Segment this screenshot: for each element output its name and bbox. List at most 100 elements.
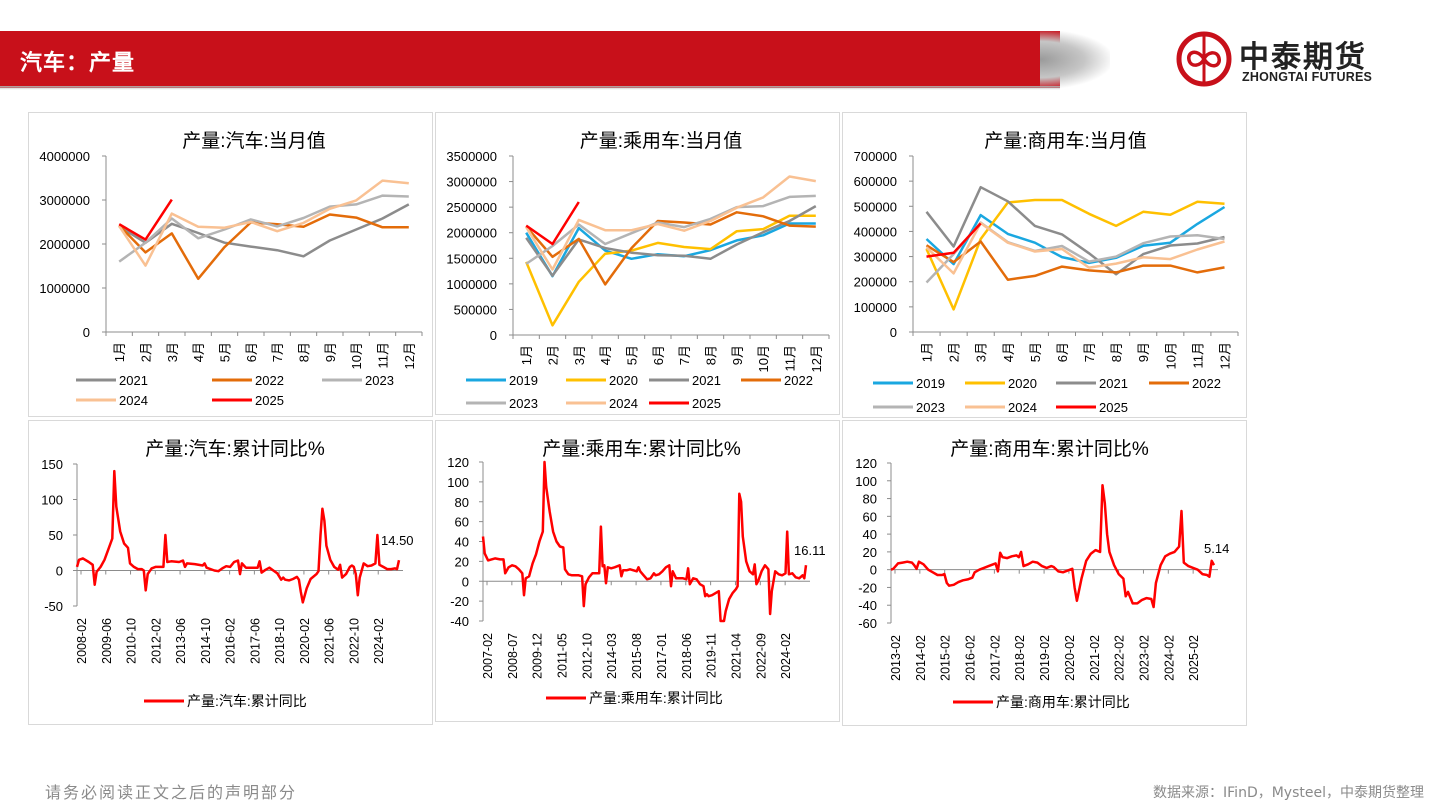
x-tick-label: 2017-06	[248, 618, 262, 664]
chart-panel-auto-yoy: 产量:汽车:累计同比% -50 0 50 100 150 2008-02 2009-06 201…	[28, 420, 433, 725]
x-tick-label: 3月	[974, 342, 989, 362]
last-value-label: 5.14	[1204, 541, 1229, 556]
y-tick-label: -20	[858, 580, 877, 595]
x-tick-label: 2014-10	[199, 618, 213, 664]
chart-title: 产量:商用车:当月值	[984, 130, 1147, 152]
y-tick-label: -40	[858, 598, 877, 613]
x-tick-label: 2022-02	[1113, 635, 1127, 681]
x-tick-label: 2009-12	[531, 633, 545, 679]
y-tick-label: 0	[890, 325, 897, 340]
series-line-2025	[525, 201, 580, 246]
legend-label: 2025	[1099, 400, 1128, 415]
x-tick-label: 7月	[1082, 342, 1097, 362]
legend-label: 2021	[1099, 376, 1128, 391]
data-source-text: 数据来源：IFinD，Mysteel，中泰期货整理	[1153, 785, 1424, 801]
y-tick-label: 40	[455, 535, 469, 550]
legend-label: 2021	[692, 373, 721, 388]
series-line-2022	[925, 240, 1225, 281]
x-tick-label: 2017-02	[988, 635, 1002, 681]
page-title: 汽车：产量	[20, 51, 136, 76]
x-tick-label: 7月	[677, 345, 692, 365]
chart-passenger-monthly: 产量:乘用车:当月值 0 500000 1000000 1500000 2000000 25…	[446, 130, 830, 411]
x-tick-label: 4月	[598, 345, 613, 365]
x-tick-label: 10月	[349, 342, 364, 369]
y-tick-label: 60	[455, 515, 469, 530]
disclaimer-text: 请务必阅读正文之后的声明部分	[45, 783, 298, 802]
y-tick-label: 100	[447, 475, 469, 490]
y-tick-label: 200000	[854, 275, 897, 290]
header-bar	[0, 31, 1060, 88]
legend-label: 2025	[692, 396, 721, 411]
last-value-label: 16.11	[794, 543, 826, 558]
y-tick-label: 80	[455, 495, 469, 510]
y-tick-label: 4000000	[39, 149, 90, 164]
x-tick-label: 2019-11	[705, 633, 719, 678]
y-tick-label: 1500000	[446, 251, 497, 266]
x-tick-label: 8月	[1109, 342, 1124, 362]
x-tick-label: 10月	[1163, 342, 1178, 369]
y-tick-label: 20	[863, 545, 877, 560]
x-tick-label: 2月	[546, 345, 561, 365]
y-tick-label: 0	[83, 325, 90, 340]
x-tick-label: 2009-06	[100, 618, 114, 664]
y-tick-label: 60	[863, 509, 877, 524]
y-tick-label: 500000	[854, 199, 897, 214]
x-tick-label: 2013-02	[889, 635, 903, 681]
series-line-2022	[525, 211, 816, 286]
x-tick-label: 11月	[1190, 342, 1205, 369]
y-tick-label: 100	[41, 493, 63, 508]
x-tick-label: 7月	[270, 342, 285, 362]
series-line-2021	[525, 205, 817, 277]
x-tick-label: 2021-06	[323, 618, 337, 664]
x-tick-label: 2021-02	[1088, 635, 1102, 681]
y-tick-label: 2500000	[446, 200, 497, 215]
x-tick-label: 2016-02	[224, 618, 238, 664]
y-tick-label: 20	[455, 554, 469, 569]
chart-panel-auto-monthly: 产量:汽车:当月值 0 1000000 2000000 3000000 4000000 1月…	[28, 112, 433, 417]
x-tick-label: 6月	[244, 342, 259, 362]
x-tick-label: 2014-02	[914, 635, 928, 681]
x-tick-label: 2018-02	[1013, 635, 1027, 681]
y-tick-label: 150	[41, 457, 63, 472]
legend-label: 2021	[119, 373, 148, 388]
legend-label: 2024	[119, 393, 148, 408]
x-tick-label: 2015-08	[630, 633, 644, 679]
y-tick-label: 2000000	[39, 237, 90, 252]
logo-text-cn: 中泰期货	[1239, 40, 1367, 75]
yoy-series-line	[890, 483, 1216, 609]
series-line-2025	[926, 222, 982, 258]
x-tick-label: 11月	[376, 342, 391, 369]
y-tick-label: 0	[870, 563, 877, 578]
chart-title: 产量:商用车:累计同比%	[950, 438, 1149, 460]
x-tick-label: 12月	[809, 345, 824, 372]
y-tick-label: 0	[462, 574, 469, 589]
x-tick-label: 2024-02	[1162, 635, 1176, 681]
chart-panel-passenger-monthly: 产量:乘用车:当月值 0 500000 1000000 1500000 2000000 25…	[435, 112, 840, 415]
x-tick-label: 2016-02	[964, 635, 978, 681]
x-tick-label: 2013-06	[174, 618, 188, 664]
x-tick-label: 3月	[165, 342, 180, 362]
x-tick-label: 2018-06	[680, 633, 694, 679]
chart-panel-commercial-yoy: 产量:商用车:累计同比% -60 -40 -20 0 20 40 60 80 100 120 2013…	[842, 420, 1247, 726]
x-tick-label: 2020-02	[1063, 635, 1077, 681]
x-tick-label: 12月	[1217, 342, 1232, 369]
series-line-2021	[118, 203, 410, 258]
chart-passenger-yoy: 产量:乘用车:累计同比% -40 -20 0 20 40 60 80 100 120 2007-02…	[447, 438, 826, 706]
legend-label: 2022	[784, 373, 813, 388]
legend-label: 产量:汽车:累计同比	[187, 693, 307, 709]
x-tick-label: 2025-02	[1187, 635, 1201, 681]
x-tick-label: 6月	[651, 345, 666, 365]
legend-label: 2022	[255, 373, 284, 388]
logo-mark-icon	[1176, 31, 1232, 87]
chart-commercial-monthly: 产量:商用车:当月值 0 100000 200000 300000 400000 50000…	[854, 130, 1239, 415]
chart-auto-monthly: 产量:汽车:当月值 0 1000000 2000000 3000000 4000000 1月…	[39, 130, 423, 408]
x-tick-label: 5月	[625, 345, 640, 365]
x-tick-label: 2022-09	[754, 633, 768, 679]
chart-commercial-yoy: 产量:商用车:累计同比% -60 -40 -20 0 20 40 60 80 100 120 2013…	[855, 438, 1229, 710]
y-tick-label: -40	[450, 614, 469, 629]
x-tick-label: 2024-02	[372, 618, 386, 664]
y-tick-label: 100000	[854, 300, 897, 315]
y-tick-label: 700000	[854, 149, 897, 164]
legend-label: 2019	[509, 373, 538, 388]
x-tick-label: 3月	[572, 345, 587, 365]
